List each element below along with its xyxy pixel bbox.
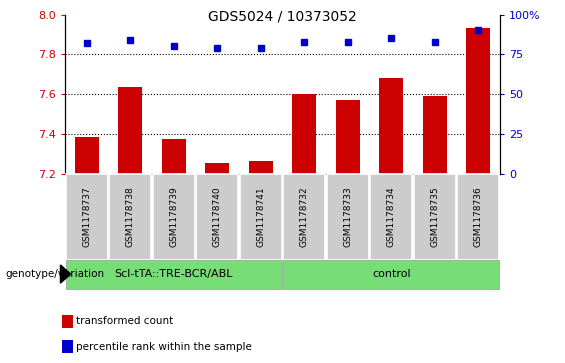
Bar xyxy=(336,101,360,174)
Bar xyxy=(110,174,151,260)
Text: GSM1178732: GSM1178732 xyxy=(300,187,308,247)
Text: control: control xyxy=(372,269,411,279)
Text: GSM1178733: GSM1178733 xyxy=(344,187,352,247)
Text: GSM1178737: GSM1178737 xyxy=(82,187,91,247)
Bar xyxy=(197,174,238,260)
Bar xyxy=(371,174,412,260)
Bar xyxy=(75,137,99,174)
Bar xyxy=(414,174,455,260)
Text: percentile rank within the sample: percentile rank within the sample xyxy=(76,342,252,352)
Text: GSM1178734: GSM1178734 xyxy=(387,187,396,247)
Text: GSM1178741: GSM1178741 xyxy=(257,187,265,247)
Text: genotype/variation: genotype/variation xyxy=(6,269,105,279)
Bar xyxy=(327,174,368,260)
Bar xyxy=(423,97,447,174)
Bar xyxy=(249,161,273,174)
Text: GSM1178740: GSM1178740 xyxy=(213,187,221,247)
Bar xyxy=(66,260,281,289)
Bar xyxy=(284,260,499,289)
Bar xyxy=(292,94,316,174)
Bar xyxy=(205,163,229,174)
Bar xyxy=(66,174,107,260)
Text: GSM1178738: GSM1178738 xyxy=(126,187,134,247)
Bar xyxy=(458,174,499,260)
Text: GSM1178736: GSM1178736 xyxy=(474,187,483,247)
Bar xyxy=(240,174,281,260)
Bar xyxy=(284,174,325,260)
Text: GSM1178739: GSM1178739 xyxy=(170,187,178,247)
Bar xyxy=(153,174,194,260)
Bar xyxy=(118,87,142,174)
Bar xyxy=(466,29,490,174)
Text: transformed count: transformed count xyxy=(76,316,173,326)
Text: Scl-tTA::TRE-BCR/ABL: Scl-tTA::TRE-BCR/ABL xyxy=(115,269,233,279)
Text: GDS5024 / 10373052: GDS5024 / 10373052 xyxy=(208,9,357,23)
Bar xyxy=(162,139,186,174)
Bar xyxy=(379,78,403,174)
Text: GSM1178735: GSM1178735 xyxy=(431,187,439,247)
